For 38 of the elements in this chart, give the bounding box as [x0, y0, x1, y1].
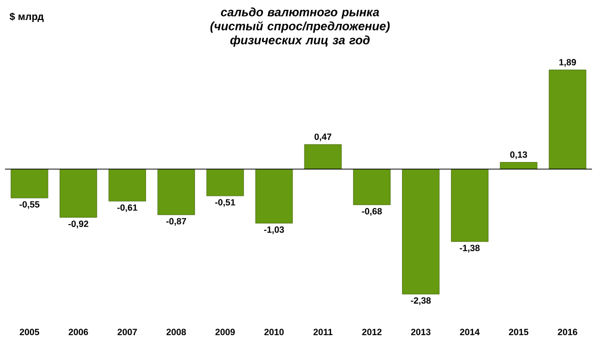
bar: [402, 168, 440, 294]
data-label: -0,87: [166, 218, 186, 226]
data-label: 0,13: [510, 151, 528, 160]
x-tick-label: 2014: [460, 328, 480, 336]
bar: [548, 70, 586, 170]
data-label: -1,03: [264, 226, 284, 234]
x-tick-label: 2008: [166, 328, 186, 336]
x-tick-label: 2016: [558, 328, 578, 336]
x-tick-label: 2006: [68, 328, 88, 336]
x-tick-label: 2010: [264, 328, 284, 336]
bar: [451, 168, 488, 242]
bar: [60, 168, 98, 218]
bar: [500, 162, 538, 170]
bar: [255, 168, 293, 224]
x-tick-label: 2013: [411, 328, 430, 336]
data-label: -0,61: [117, 204, 138, 212]
bar: [108, 168, 146, 202]
data-label: -2,38: [410, 297, 431, 305]
y-axis-title: $ млрд: [10, 12, 44, 22]
data-label: -1,38: [460, 244, 480, 252]
data-label: -0,51: [215, 199, 236, 207]
x-tick-label: 2009: [215, 328, 235, 336]
bar: [158, 168, 195, 216]
data-label: -0,68: [362, 208, 382, 216]
bar: [304, 144, 342, 170]
x-tick-label: 2007: [118, 328, 137, 336]
data-label: 0,47: [314, 134, 332, 142]
data-label: -0,55: [20, 201, 40, 209]
data-label: -0,92: [68, 220, 88, 228]
bar: [10, 168, 48, 198]
chart-title: сальдо валютного рынка (чистый спрос/предложение) физических лиц за год: [210, 8, 390, 47]
x-tick-label: 2015: [508, 328, 528, 336]
bar: [206, 168, 244, 196]
x-tick-label: 2011: [314, 328, 332, 336]
bar: [353, 168, 391, 206]
x-tick-label: 2012: [362, 328, 382, 336]
data-label: 1,89: [559, 59, 576, 67]
x-tick-label: 2005: [20, 328, 40, 336]
